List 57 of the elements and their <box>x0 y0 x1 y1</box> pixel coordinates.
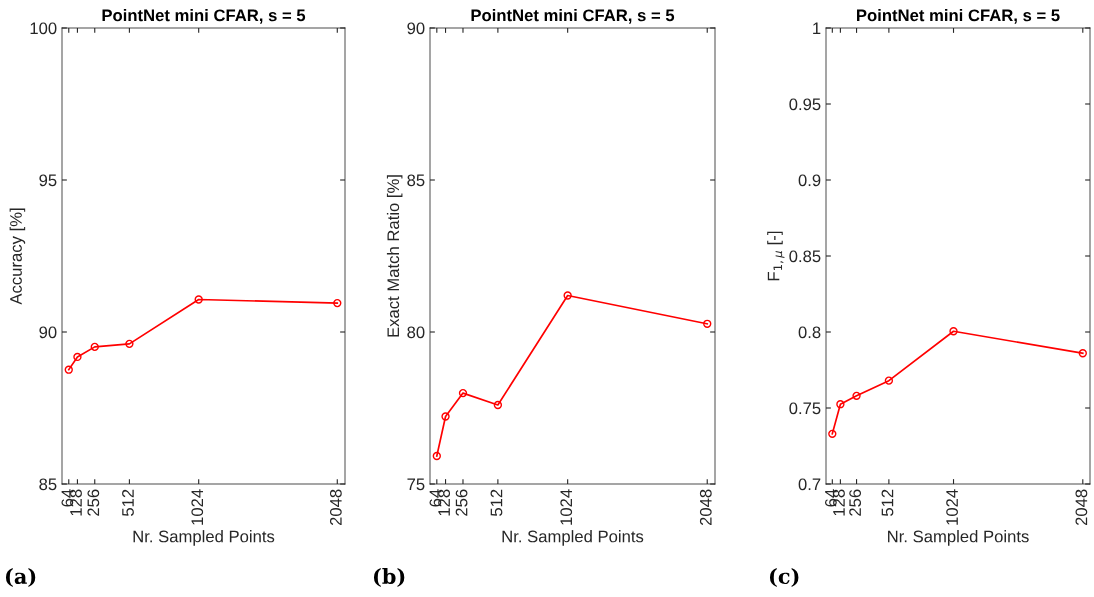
y-tick-label: 80 <box>407 326 425 339</box>
y-axis-title: Accuracy [%] <box>9 208 26 305</box>
point <box>828 429 837 439</box>
y-tick-label: 0.95 <box>789 98 821 111</box>
y-tick-label: 0.7 <box>798 478 821 491</box>
text: (c) <box>769 567 799 587</box>
y-tick-label: 0.9 <box>798 174 821 187</box>
x-tick-label: 1024 <box>191 489 204 525</box>
point <box>90 342 99 352</box>
point <box>703 319 712 328</box>
point <box>432 451 441 461</box>
point <box>563 291 572 300</box>
point <box>852 391 861 401</box>
y-tick-label: 75 <box>407 478 425 491</box>
point <box>949 327 958 336</box>
x-tick-label: 512 <box>490 489 503 516</box>
point <box>458 388 468 398</box>
x-tick-label: 256 <box>849 489 862 516</box>
x-tick-label: 512 <box>881 489 894 516</box>
point <box>441 412 450 421</box>
point <box>1078 349 1087 358</box>
x-tick-label: 1024 <box>560 489 573 525</box>
point <box>73 352 82 362</box>
y-axis-title: F$_{1,μ}$ [-] <box>767 231 785 281</box>
point <box>493 400 503 410</box>
x-axis-title: Nr. Sampled Points <box>502 530 644 546</box>
y-tick-label: 0.75 <box>789 402 821 415</box>
y-tick-label: 1 <box>813 22 821 35</box>
point <box>836 400 845 409</box>
point <box>64 365 73 374</box>
x-tick-label: 2048 <box>329 489 342 526</box>
x-tick-label: 256 <box>455 489 468 516</box>
point <box>125 339 134 349</box>
x-axis-title: Nr. Sampled Points <box>888 530 1029 546</box>
point <box>884 376 894 385</box>
chart-title: PointNet mini CFAR, s = 5 <box>102 8 306 24</box>
text: (a) <box>5 567 36 587</box>
y-tick-label: 100 <box>30 22 57 35</box>
x-tick-label: 1024 <box>946 489 958 525</box>
y-tick-label: 90 <box>39 326 57 339</box>
x-tick-label: 256 <box>87 489 100 516</box>
y-tick-label: 0.8 <box>798 326 821 339</box>
x-tick-label: 512 <box>122 489 134 516</box>
x-tick-label: 2048 <box>699 489 712 526</box>
point <box>333 298 342 308</box>
y-axis-title: Exact Match Ratio [%] <box>386 175 403 337</box>
point <box>194 295 203 304</box>
chart-title: PointNet mini CFAR, s = 5 <box>857 8 1060 24</box>
y-tick-label: 0.85 <box>789 250 821 263</box>
x-axis-title: Nr. Sampled Points <box>133 530 275 546</box>
text: (b) <box>373 567 405 587</box>
y-tick-label: 95 <box>39 174 57 187</box>
y-tick-label: 90 <box>407 22 425 35</box>
y-tick-label: 85 <box>407 174 425 187</box>
x-tick-label: 2048 <box>1075 489 1088 526</box>
y-tick-label: 85 <box>39 478 57 491</box>
chart-title: PointNet mini CFAR, s = 5 <box>471 8 675 24</box>
